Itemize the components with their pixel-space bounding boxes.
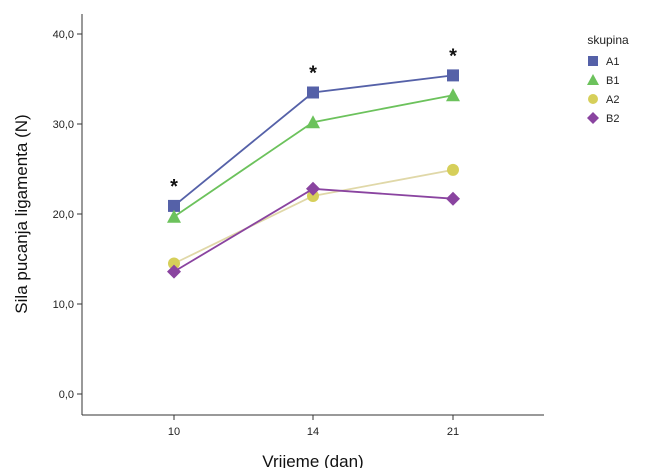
data-point bbox=[446, 191, 460, 206]
legend-title: skupina bbox=[587, 33, 629, 47]
y-axis-title: Sila pucanja ligamenta (N) bbox=[12, 114, 31, 313]
series-b1 bbox=[167, 88, 460, 223]
legend-marker-a2 bbox=[588, 94, 598, 104]
x-tick-label: 14 bbox=[307, 426, 319, 438]
legend-marker-b1 bbox=[587, 74, 599, 85]
legend-label-a1: A1 bbox=[606, 56, 619, 68]
x-axis-title: Vrijeme (dan) bbox=[262, 452, 363, 468]
data-point bbox=[168, 257, 180, 270]
legend-label-b2: B2 bbox=[606, 113, 619, 125]
data-point bbox=[447, 163, 459, 176]
y-tick-group: 0,0 10,0 20,0 30,0 40,0 10 14 21 bbox=[53, 29, 460, 438]
legend: skupina A1 B1 A2 B2 bbox=[587, 33, 629, 125]
series-a1 bbox=[168, 69, 459, 212]
significance-star: * bbox=[170, 176, 178, 198]
data-point bbox=[307, 86, 319, 99]
data-point bbox=[307, 190, 319, 202]
y-tick-label: 20,0 bbox=[53, 209, 74, 221]
data-point bbox=[447, 69, 459, 82]
y-tick-label: 30,0 bbox=[53, 119, 74, 131]
legend-label-a2: A2 bbox=[606, 94, 619, 106]
data-point bbox=[306, 181, 320, 196]
data-point bbox=[306, 115, 320, 129]
data-point bbox=[446, 88, 460, 102]
annotation-layer: * * * bbox=[170, 45, 457, 198]
significance-star: * bbox=[309, 63, 317, 85]
series-b2 bbox=[167, 181, 460, 279]
x-tick-label: 21 bbox=[447, 426, 459, 438]
series-layer bbox=[167, 69, 460, 279]
data-point bbox=[168, 199, 180, 212]
x-tick-label: 10 bbox=[168, 426, 180, 438]
significance-star: * bbox=[449, 45, 457, 67]
y-tick-label: 10,0 bbox=[53, 299, 74, 311]
series-a2 bbox=[168, 163, 459, 270]
y-tick-label: 0,0 bbox=[59, 389, 74, 401]
data-point bbox=[167, 264, 181, 279]
data-point bbox=[167, 209, 181, 223]
y-tick-label: 40,0 bbox=[53, 29, 74, 41]
legend-marker-b2 bbox=[587, 112, 599, 124]
legend-label-b1: B1 bbox=[606, 75, 619, 87]
legend-marker-a1 bbox=[588, 56, 598, 66]
